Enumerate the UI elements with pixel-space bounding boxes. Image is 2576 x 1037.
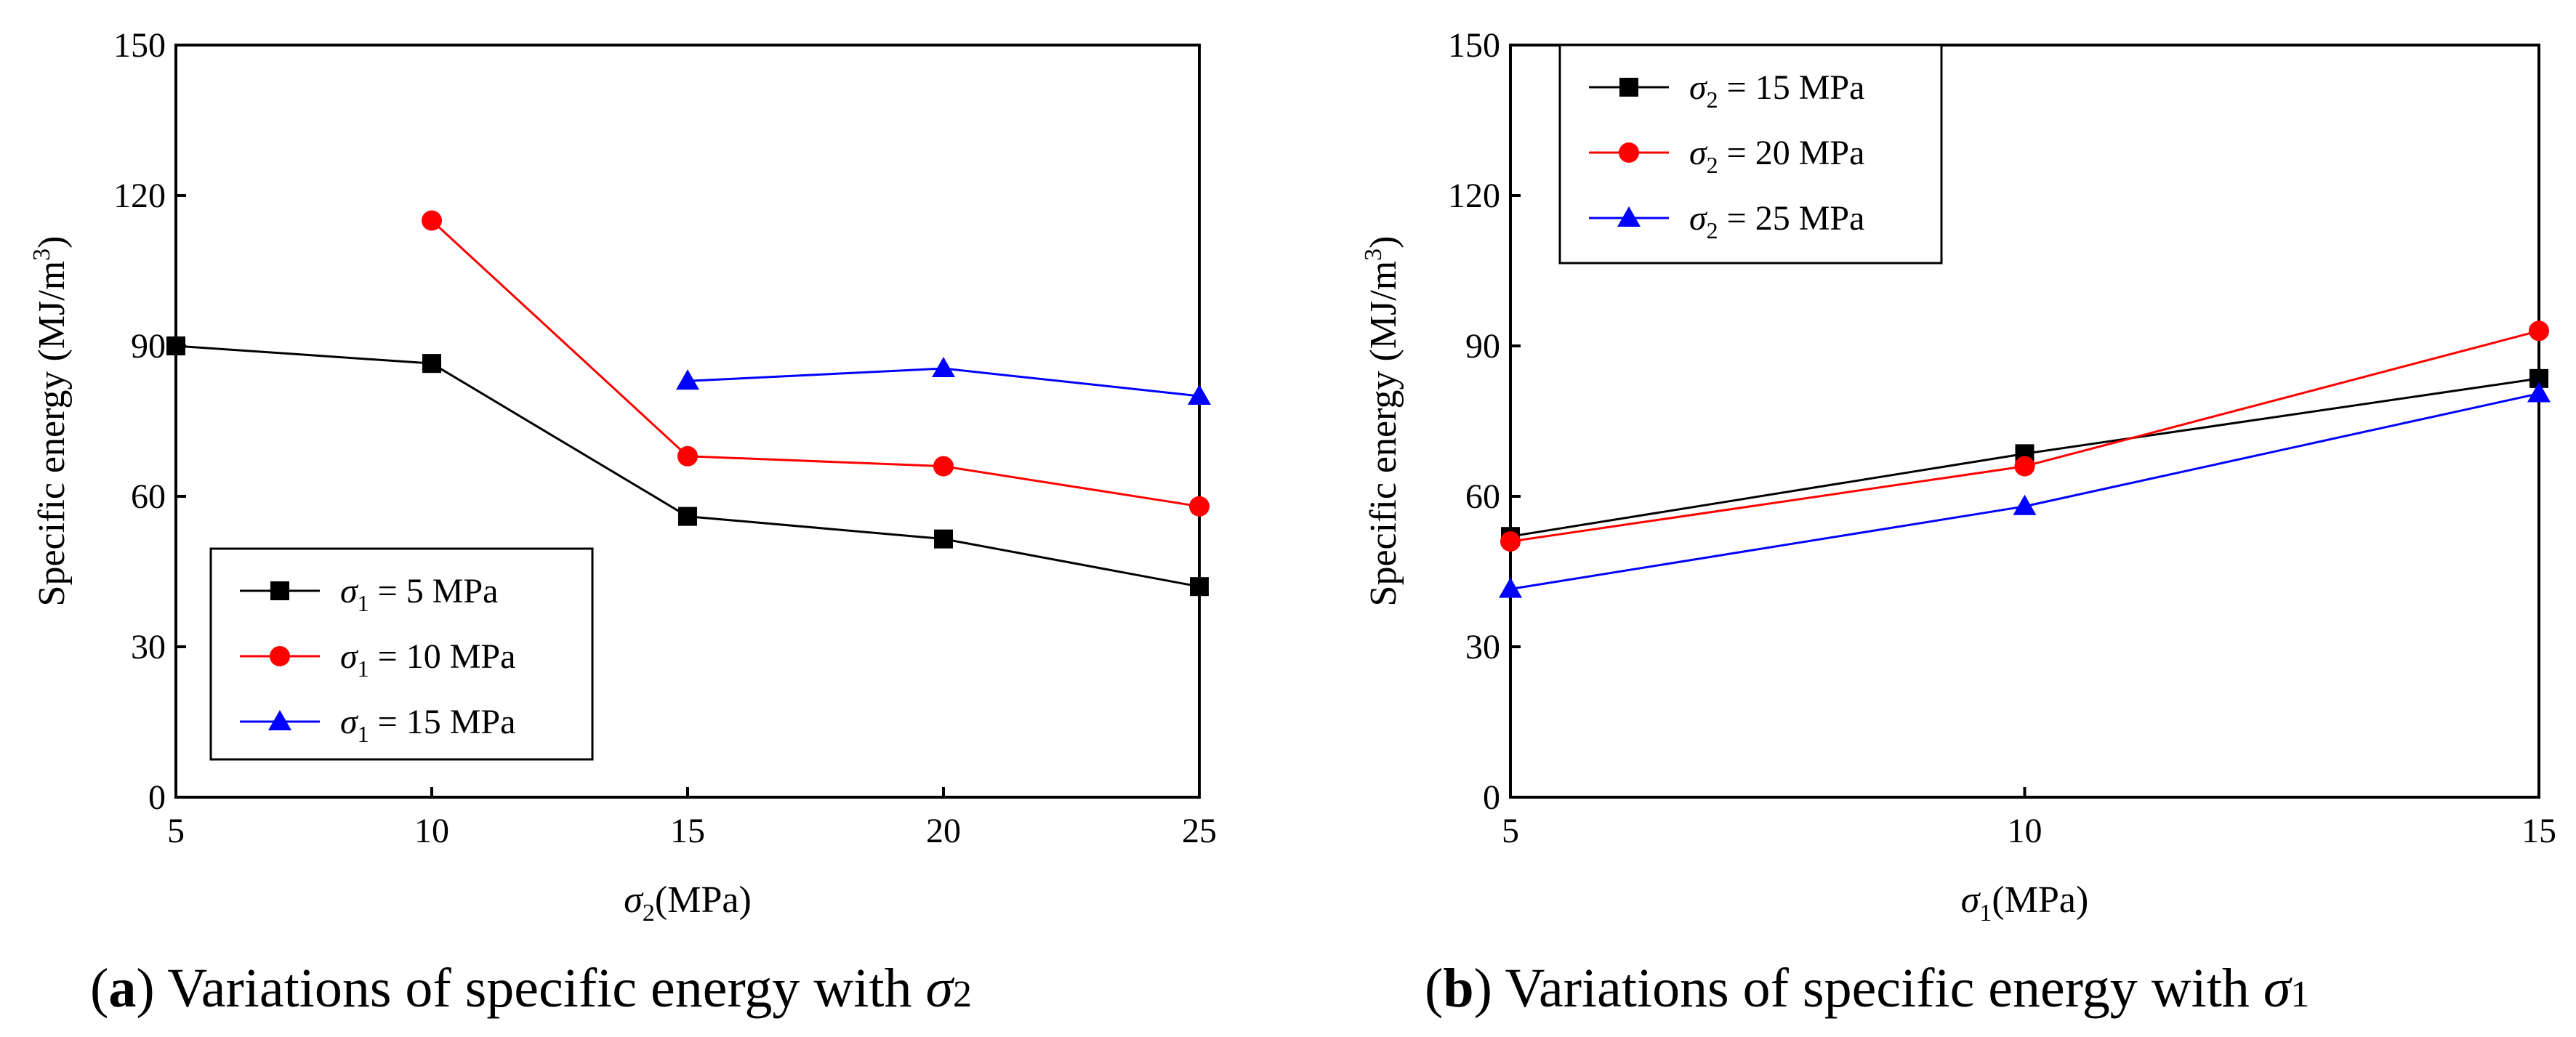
data-point (166, 336, 185, 355)
y-tick-label: 30 (131, 628, 166, 666)
data-point (1500, 531, 1521, 552)
x-axis-title: σ1(MPa) (1961, 879, 2089, 927)
series-3 (676, 357, 1211, 405)
x-tick-label: 5 (1502, 812, 1519, 850)
x-tick-label: 15 (2521, 812, 2556, 850)
legend-label: σ1 = 5 MPa (340, 572, 498, 616)
y-tick-label: 0 (148, 778, 166, 817)
caption-a: (a) Variations of specific energy with σ… (90, 958, 972, 1019)
y-axis-title: Specific energy (MJ/m3) (1360, 236, 1404, 607)
x-tick-label: 5 (167, 812, 185, 850)
y-tick-label: 90 (1465, 327, 1500, 366)
y-axis-title: Specific energy (MJ/m3) (28, 236, 73, 607)
data-point (2013, 494, 2037, 515)
data-point (677, 445, 698, 467)
legend-item: σ2 = 20 MPa (1589, 134, 1864, 178)
legend-label: σ2 = 25 MPa (1689, 199, 1864, 243)
data-point (2527, 382, 2551, 403)
legend-marker (270, 581, 289, 600)
series-2 (1500, 320, 2549, 552)
chart-a: 0 30 60 90 120 150 5 10 15 20 25 σ2(MPa) Specific en… (28, 26, 1217, 1019)
legend-marker (1619, 78, 1638, 97)
data-point (934, 529, 953, 549)
data-point (2014, 456, 2035, 477)
data-point (678, 507, 697, 526)
legend-marker (1617, 206, 1641, 227)
series-line (1510, 392, 2540, 591)
x-tick-label: 25 (1182, 812, 1217, 850)
y-tick-label: 120 (1448, 177, 1500, 215)
legend: σ2 = 15 MPa σ2 = 20 MPa σ2 = 25 MPa (1558, 44, 1943, 265)
caption-b: (b) Variations of specific energy with σ… (1425, 958, 2309, 1019)
legend-marker (1619, 142, 1639, 163)
data-point (676, 369, 699, 390)
y-tick-label: 0 (1483, 778, 1500, 817)
legend: σ1 = 5 MPa σ1 = 10 MPa σ1 = 15 MPa (209, 547, 594, 761)
x-tick-label: 20 (926, 812, 961, 850)
data-point (933, 456, 954, 477)
legend-marker (268, 710, 291, 730)
legend-marker (270, 646, 290, 666)
data-point (1190, 577, 1209, 597)
y-tick-label: 30 (1465, 628, 1500, 666)
legend-item: σ2 = 25 MPa (1589, 199, 1864, 243)
series-1 (166, 336, 1209, 597)
x-tick-label: 15 (670, 812, 705, 850)
y-tick-label: 150 (113, 26, 166, 65)
data-point (1499, 577, 1522, 598)
legend-item: σ2 = 15 MPa (1589, 68, 1864, 113)
legend-label: σ1 = 15 MPa (340, 703, 515, 747)
legend-item: σ1 = 10 MPa (240, 637, 515, 682)
y-tick-label: 60 (1465, 477, 1500, 516)
data-point (1188, 384, 1211, 405)
data-point (1189, 496, 1209, 517)
legend-item: σ1 = 15 MPa (240, 703, 515, 747)
data-point (2529, 320, 2549, 342)
y-tick-label: 150 (1448, 26, 1500, 65)
y-tick-label: 60 (131, 477, 166, 516)
x-tick-label: 10 (2008, 812, 2042, 850)
data-point (422, 354, 441, 374)
legend-label: σ1 = 10 MPa (340, 637, 515, 682)
y-tick-label: 120 (113, 177, 166, 215)
y-tick-label: 90 (131, 327, 166, 366)
data-point (422, 210, 442, 231)
series-line (430, 219, 1200, 508)
series-3 (1499, 382, 2551, 598)
x-tick-label: 10 (414, 812, 449, 850)
data-point (932, 357, 955, 378)
legend-label: σ2 = 15 MPa (1689, 68, 1864, 113)
legend-label: σ2 = 20 MPa (1689, 134, 1864, 178)
chart-b: 0 30 60 90 120 150 5 10 15 σ1(MPa) Specific energy… (1360, 26, 2556, 1019)
legend-item: σ1 = 5 MPa (240, 572, 498, 616)
x-axis-title: σ2(MPa) (624, 879, 752, 927)
series-2 (422, 210, 1209, 517)
